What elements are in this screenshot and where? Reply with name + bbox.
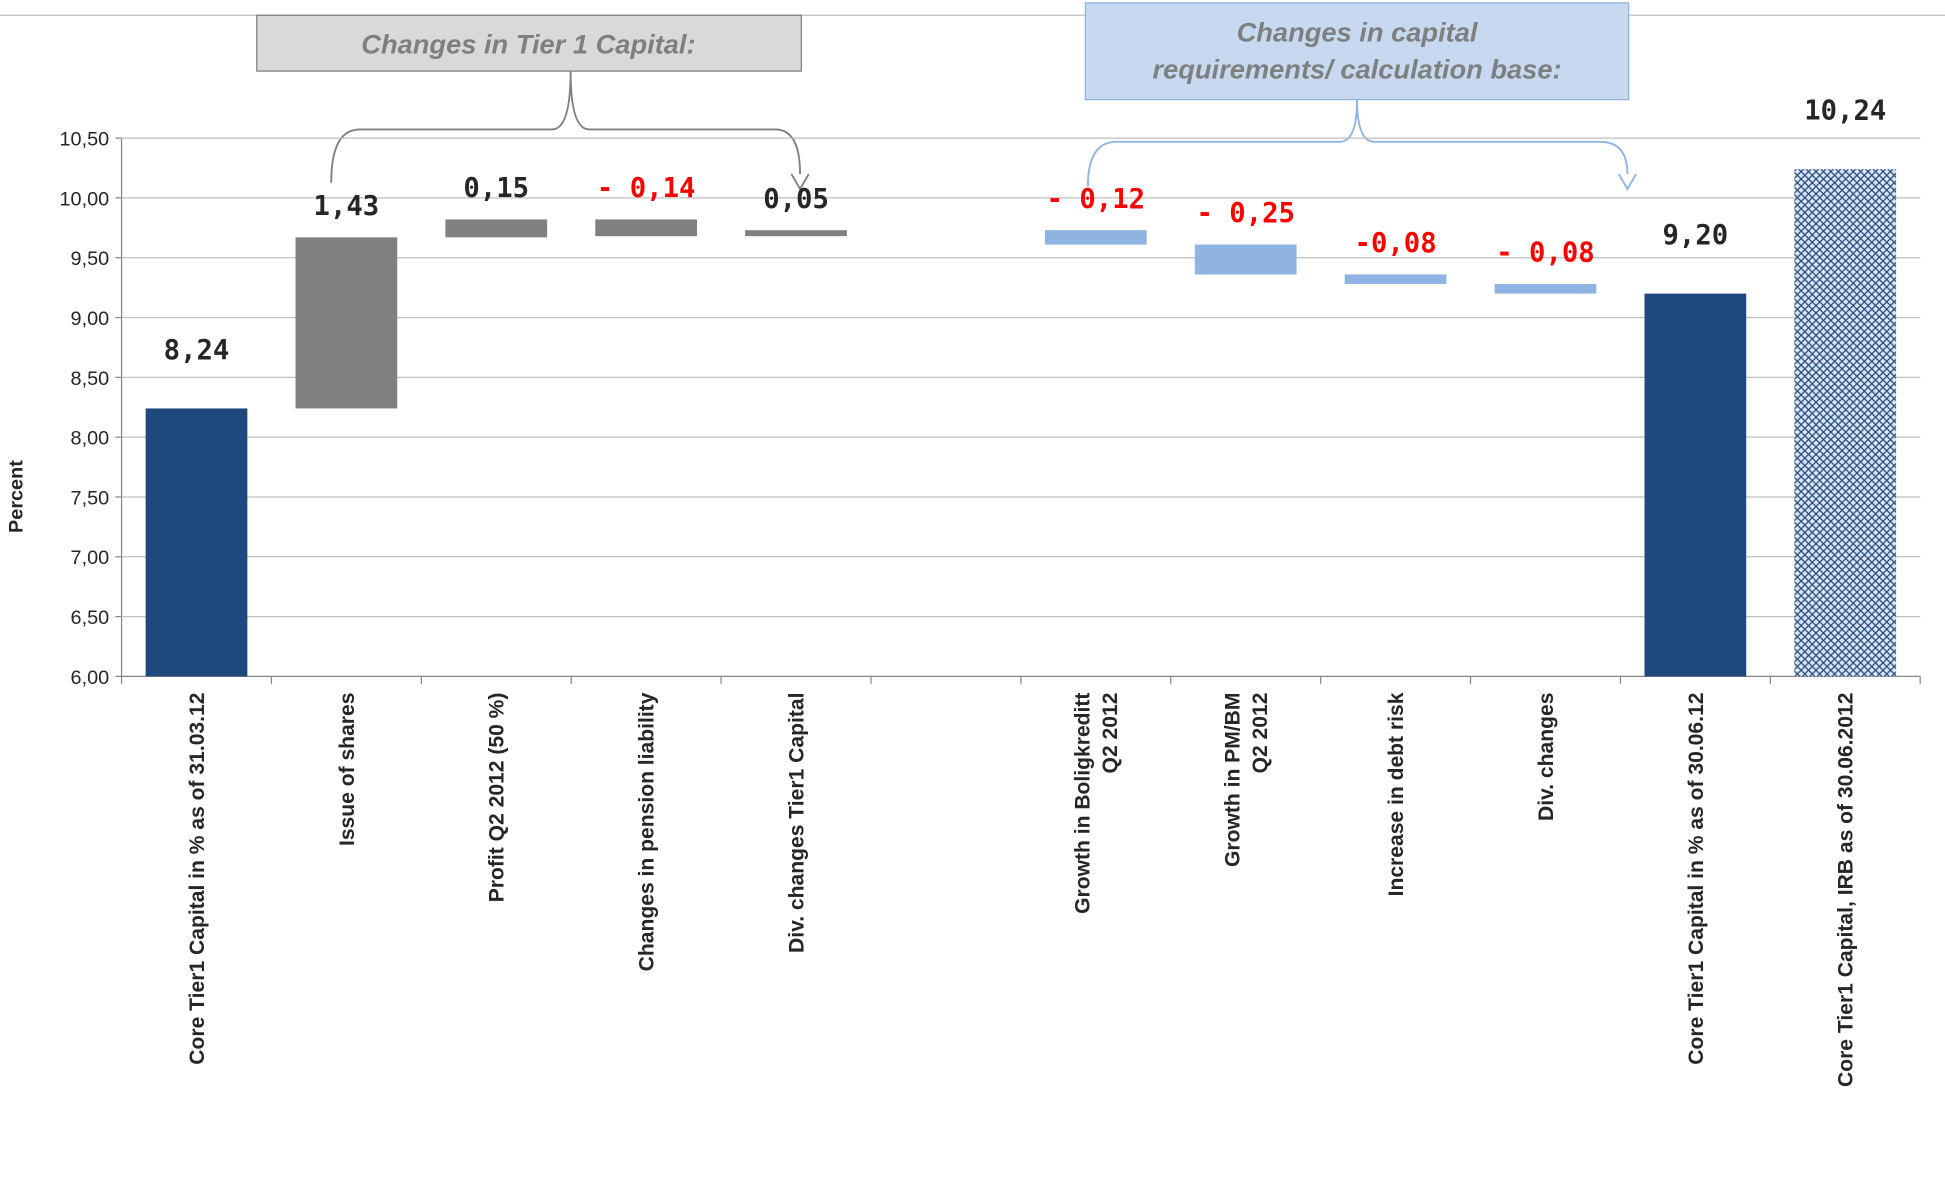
x-tick-label: Profit Q2 2012 (50 %)	[486, 693, 509, 903]
x-tick-label: Changes in pension liability	[636, 692, 659, 971]
value-label: 0,15	[463, 173, 529, 204]
value-label: 1,43	[314, 191, 380, 222]
bar	[1194, 244, 1297, 275]
bar	[1794, 169, 1897, 677]
value-label: - 0,08	[1496, 238, 1595, 269]
bar	[145, 408, 248, 677]
x-tick-label: Growth in Boligkreditt Q2 2012	[1072, 693, 1122, 914]
bar	[295, 237, 398, 409]
y-tick-label: 9,50	[71, 248, 110, 270]
y-tick-label: 7,50	[71, 487, 110, 509]
annotation: Changes in Tier 1 Capital:	[361, 29, 695, 60]
x-tick-label: Increase in debt risk	[1385, 692, 1408, 896]
value-label: - 0,25	[1196, 198, 1295, 229]
value-label: 10,24	[1804, 96, 1886, 127]
value-label: - 0,12	[1047, 184, 1146, 215]
y-axis-label: Percent	[5, 460, 27, 533]
brace	[1086, 99, 1637, 191]
y-tick-label: 10,00	[60, 188, 110, 210]
bar	[1344, 274, 1447, 285]
brace	[330, 71, 810, 191]
y-tick-label: 8,50	[71, 368, 110, 390]
value-label: 8,24	[164, 335, 230, 366]
value-label: - 0,14	[597, 173, 696, 204]
bar	[1044, 230, 1147, 245]
value-label: 9,20	[1663, 220, 1729, 251]
y-tick-label: 7,00	[71, 547, 110, 569]
x-tick-label: Core Tier1 Capital, IRB as of 30.06.2012	[1835, 693, 1858, 1087]
bar	[745, 230, 847, 237]
x-tick-label: Div. changes	[1535, 693, 1558, 821]
annotation-box	[1084, 2, 1630, 101]
bar	[595, 219, 698, 237]
x-tick-label: Growth in PM/BM Q2 2012	[1222, 693, 1272, 867]
annotation-box	[256, 14, 802, 72]
value-label: -0,08	[1355, 228, 1437, 259]
bar	[1644, 293, 1747, 677]
x-tick-label: Div. changes Tier1 Capital	[785, 693, 808, 953]
y-tick-label: 6,50	[71, 607, 110, 629]
annotation: Changes in capital requirements/ calculat…	[1152, 16, 1561, 84]
x-tick-label: Issue of shares	[336, 693, 359, 846]
x-tick-label: Core Tier1 Capital in % as of 30.06.12	[1685, 693, 1708, 1065]
y-tick-label: 6,00	[71, 667, 110, 689]
value-label: 0,05	[763, 184, 829, 215]
y-tick-label: 10,50	[60, 129, 110, 151]
bar	[1494, 284, 1597, 294]
y-tick-label: 8,00	[71, 428, 110, 450]
bar	[445, 219, 548, 238]
y-tick-label: 9,00	[71, 308, 110, 330]
x-tick-label: Core Tier1 Capital in % as of 31.03.12	[186, 693, 209, 1065]
